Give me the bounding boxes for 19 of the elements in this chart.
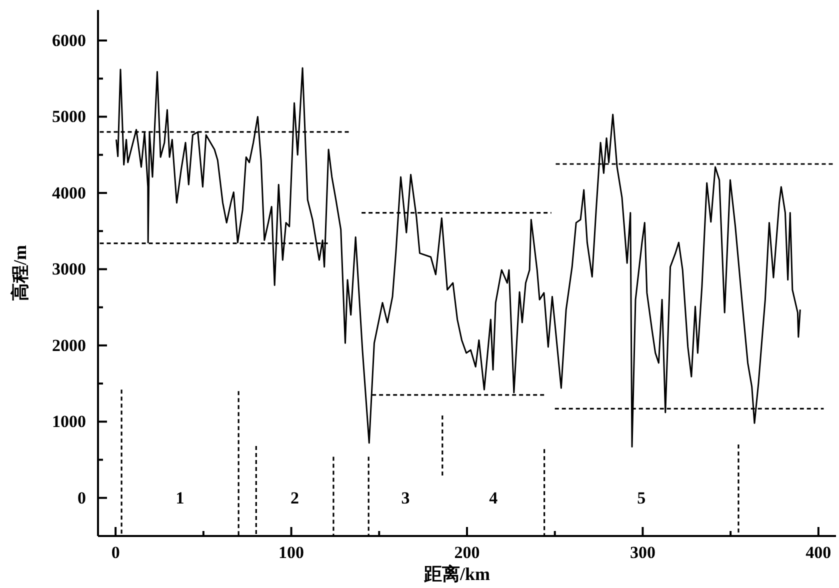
y-tick-label: 1000	[52, 412, 86, 432]
annotation: 1	[176, 488, 184, 508]
x-tick-label: 100	[278, 543, 304, 562]
y-axis-title: 高程/m	[10, 245, 30, 301]
x-tick-label: 300	[630, 543, 656, 562]
annotation: 5	[637, 488, 646, 508]
annotation: 3	[401, 488, 410, 508]
x-tick-label: 0	[111, 543, 120, 562]
x-tick-label: 400	[806, 543, 832, 562]
y-tick-label: 4000	[52, 183, 86, 202]
annotation: 4	[489, 488, 498, 508]
y-tick-label: 2000	[52, 336, 86, 355]
x-axis-title: 距离/km	[422, 564, 490, 584]
annotation: 2	[290, 488, 300, 508]
x-tick-label: 200	[454, 543, 480, 562]
y-tick-label: 0	[78, 488, 86, 508]
y-tick-label: 5000	[52, 107, 86, 126]
y-tick-label: 6000	[52, 30, 86, 50]
y-tick-label: 3000	[52, 260, 86, 279]
